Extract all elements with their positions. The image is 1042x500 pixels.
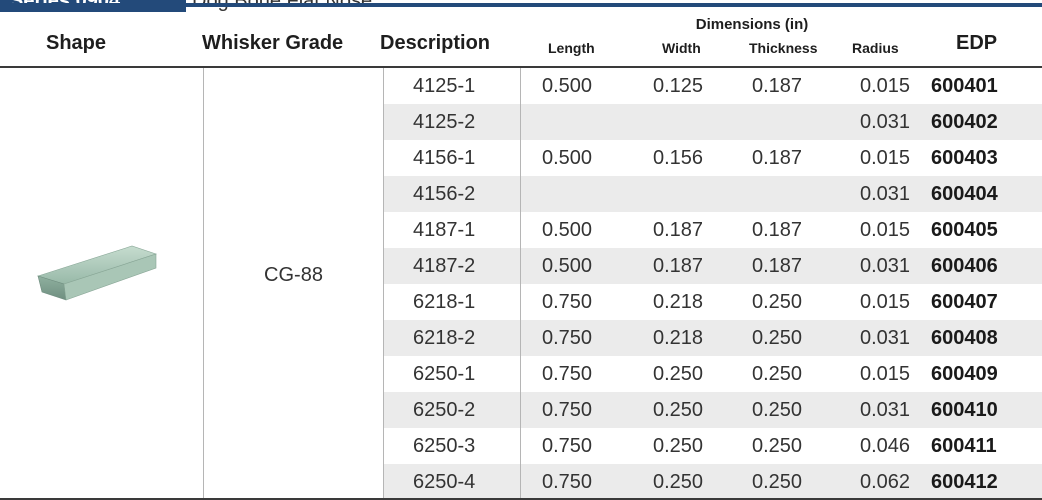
thickness-cell: 0.250: [752, 399, 803, 421]
edp-cell: 600410: [931, 399, 998, 421]
length-cell: 0.750: [542, 327, 593, 349]
header-width: Width: [662, 40, 701, 56]
radius-cell: 0.015: [860, 147, 911, 169]
table-row: 4156-2 0.031 600404: [383, 176, 1042, 212]
thickness-cell: 0.250: [752, 327, 803, 349]
thickness-cell: 0.187: [752, 255, 803, 277]
table-row: 6250-3 0.750 0.250 0.250 0.046 600411: [383, 428, 1042, 464]
width-cell: 0.187: [653, 255, 704, 277]
header-dimensions-group: Dimensions (in): [695, 16, 809, 33]
radius-cell: 0.015: [860, 219, 911, 241]
edp-cell: 600402: [931, 111, 998, 133]
edp-cell: 600407: [931, 291, 998, 313]
width-cell: 0.250: [653, 435, 704, 457]
table-body: 4125-1 0.500 0.125 0.187 0.015 600401 4125-2 0.…: [0, 68, 1042, 500]
edp-cell: 600408: [931, 327, 998, 349]
series-rule: [0, 3, 1042, 7]
thickness-cell: 0.250: [752, 435, 803, 457]
header-shape: Shape: [46, 32, 107, 54]
table-row: 4125-1 0.500 0.125 0.187 0.015 600401: [383, 68, 1042, 104]
header-rule: [0, 66, 1042, 68]
description-cell: 6218-2: [413, 327, 476, 349]
thickness-cell: 0.187: [752, 75, 803, 97]
edp-cell: 600409: [931, 363, 998, 385]
edp-cell: 600404: [931, 183, 998, 205]
header-description: Description: [380, 32, 491, 54]
width-cell: 0.187: [653, 219, 704, 241]
width-cell: 0.125: [653, 75, 704, 97]
edp-cell: 600403: [931, 147, 998, 169]
table-row: 4156-1 0.500 0.156 0.187 0.015 600403: [383, 140, 1042, 176]
thickness-cell: 0.187: [752, 219, 803, 241]
column-divider: [383, 68, 384, 500]
series-banner: Series 0904 Dog Bone Flat Nose: [0, 0, 1042, 12]
edp-cell: 600405: [931, 219, 998, 241]
thickness-cell: 0.250: [752, 291, 803, 313]
table-row: 4125-2 0.031 600402: [383, 104, 1042, 140]
width-cell: 0.250: [653, 471, 704, 493]
radius-cell: 0.031: [860, 327, 911, 349]
length-cell: 0.500: [542, 75, 593, 97]
whisker-grade-value: CG-88: [264, 264, 323, 286]
edp-cell: 600412: [931, 471, 998, 493]
width-cell: 0.250: [653, 399, 704, 421]
column-divider: [203, 68, 204, 500]
thickness-cell: 0.250: [752, 363, 803, 385]
width-cell: 0.218: [653, 327, 704, 349]
radius-cell: 0.031: [860, 111, 911, 133]
description-cell: 4125-2: [413, 111, 476, 133]
description-cell: 6250-3: [413, 435, 476, 457]
radius-cell: 0.015: [860, 363, 911, 385]
length-cell: 0.500: [542, 255, 593, 277]
thickness-cell: 0.250: [752, 471, 803, 493]
radius-cell: 0.031: [860, 399, 911, 421]
width-cell: 0.218: [653, 291, 704, 313]
description-cell: 4156-1: [413, 147, 476, 169]
table-row: 6250-2 0.750 0.250 0.250 0.031 600410: [383, 392, 1042, 428]
radius-cell: 0.031: [860, 183, 911, 205]
description-cell: 4156-2: [413, 183, 476, 205]
length-cell: 0.750: [542, 363, 593, 385]
header-edp: EDP: [956, 32, 998, 54]
column-divider: [520, 68, 521, 500]
header-length: Length: [548, 40, 595, 56]
description-cell: 6250-1: [413, 363, 476, 385]
table-row: 4187-2 0.500 0.187 0.187 0.031 600406: [383, 248, 1042, 284]
width-cell: 0.250: [653, 363, 704, 385]
length-cell: 0.500: [542, 147, 593, 169]
table-row: 4187-1 0.500 0.187 0.187 0.015 600405: [383, 212, 1042, 248]
header-thickness: Thickness: [749, 40, 818, 56]
radius-cell: 0.031: [860, 255, 911, 277]
length-cell: 0.750: [542, 291, 593, 313]
edp-cell: 600401: [931, 75, 998, 97]
header-whisker-grade: Whisker Grade: [202, 32, 344, 54]
header-radius: Radius: [852, 40, 899, 56]
description-cell: 6250-4: [413, 471, 476, 493]
flat-insert-bar-icon: [36, 245, 157, 301]
radius-cell: 0.062: [860, 471, 911, 493]
description-cell: 6218-1: [413, 291, 476, 313]
radius-cell: 0.015: [860, 291, 911, 313]
table-row: 6218-1 0.750 0.218 0.250 0.015 600407: [383, 284, 1042, 320]
width-cell: 0.156: [653, 147, 704, 169]
edp-cell: 600411: [931, 435, 997, 457]
radius-cell: 0.046: [860, 435, 911, 457]
description-cell: 4125-1: [413, 75, 476, 97]
table-header: Shape Whisker Grade Description Dimensio…: [0, 12, 1042, 66]
bottom-rule: [0, 498, 1042, 500]
table-row: 6250-1 0.750 0.250 0.250 0.015 600409: [383, 356, 1042, 392]
thickness-cell: 0.187: [752, 147, 803, 169]
radius-cell: 0.015: [860, 75, 911, 97]
table-row: 6218-2 0.750 0.218 0.250 0.031 600408: [383, 320, 1042, 356]
length-cell: 0.500: [542, 219, 593, 241]
length-cell: 0.750: [542, 399, 593, 421]
description-cell: 6250-2: [413, 399, 476, 421]
length-cell: 0.750: [542, 471, 593, 493]
table-row: 6250-4 0.750 0.250 0.250 0.062 600412: [383, 464, 1042, 500]
length-cell: 0.750: [542, 435, 593, 457]
description-cell: 4187-1: [413, 219, 476, 241]
edp-cell: 600406: [931, 255, 998, 277]
description-cell: 4187-2: [413, 255, 476, 277]
